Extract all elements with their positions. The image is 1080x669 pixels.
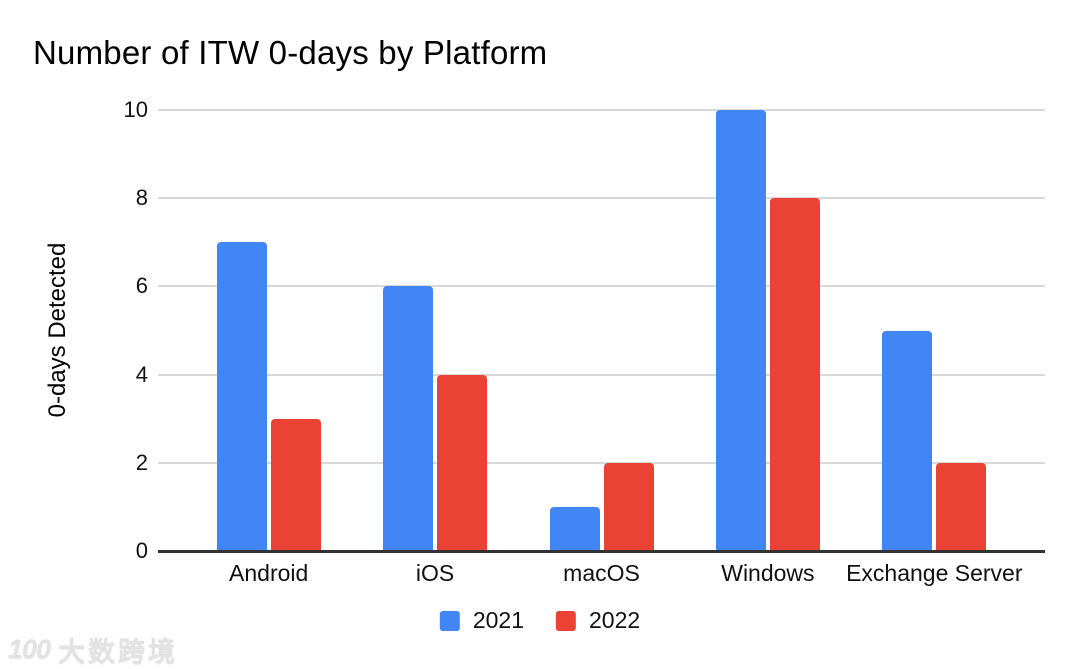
legend-swatch-2021 bbox=[439, 610, 460, 631]
bar-2021-android bbox=[216, 242, 267, 551]
watermark-logo: 100 bbox=[8, 634, 51, 664]
bar-2022-exchange-server bbox=[936, 462, 987, 551]
legend: 2021 2022 bbox=[439, 607, 640, 634]
y-tick-4: 4 bbox=[135, 361, 148, 387]
y-tick-0: 0 bbox=[135, 538, 148, 563]
x-axis-label-macos: macOS bbox=[563, 560, 640, 586]
x-axis-line bbox=[158, 550, 1045, 553]
gridline-10 bbox=[158, 109, 1045, 111]
bar-2021-windows bbox=[715, 110, 766, 551]
gridline-2 bbox=[158, 461, 1045, 464]
bar-2021-exchange-server bbox=[882, 330, 933, 551]
gridline-8 bbox=[158, 197, 1045, 200]
bar-2021-macos bbox=[549, 506, 600, 551]
legend-swatch-2022 bbox=[556, 610, 576, 631]
watermark: 100 大数跨境 bbox=[8, 630, 178, 669]
x-axis-label-ios: iOS bbox=[415, 560, 455, 586]
y-tick-6: 6 bbox=[135, 273, 148, 299]
y-tick-2: 2 bbox=[135, 449, 148, 475]
chart-title: Number of ITW 0-days by Platform bbox=[33, 34, 548, 71]
bar-2022-windows bbox=[769, 198, 820, 551]
legend-label-2022: 2022 bbox=[589, 607, 641, 633]
x-axis-label-exchange-server: Exchange Server bbox=[846, 560, 1023, 586]
y-tick-8: 8 bbox=[135, 185, 148, 211]
y-tick-10: 10 bbox=[123, 97, 148, 122]
bar-2022-macos bbox=[603, 462, 654, 551]
x-axis-label-windows: Windows bbox=[721, 560, 815, 586]
legend-item-2021: 2021 bbox=[439, 607, 524, 634]
bar-2021-ios bbox=[383, 286, 434, 551]
legend-label-2021: 2021 bbox=[472, 607, 524, 633]
gridline-6 bbox=[158, 285, 1045, 288]
bar-2022-android bbox=[270, 418, 321, 551]
bar-2022-ios bbox=[437, 374, 488, 551]
legend-item-2022: 2022 bbox=[556, 607, 640, 634]
gridline-4 bbox=[158, 373, 1045, 376]
x-axis-label-android: Android bbox=[229, 560, 309, 586]
watermark-brand-text: 大数跨境 bbox=[58, 637, 179, 667]
